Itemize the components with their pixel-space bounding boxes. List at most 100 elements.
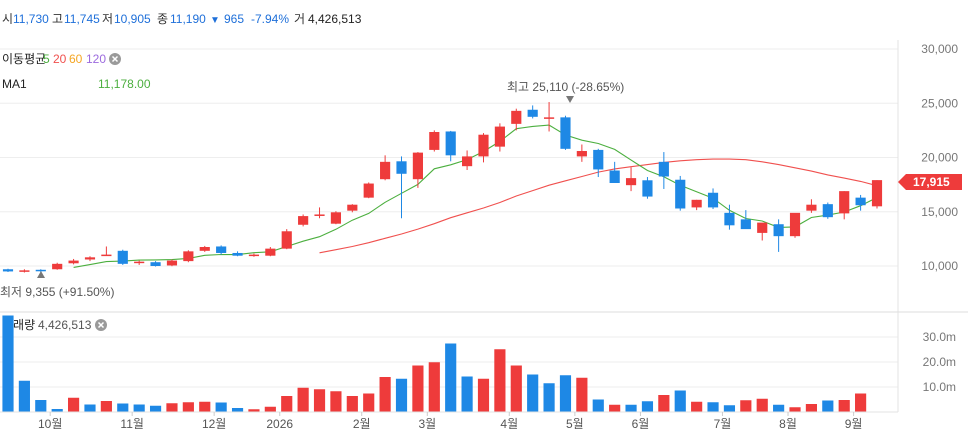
volume-bar [494, 349, 506, 412]
candle [593, 148, 604, 178]
candle [84, 256, 96, 262]
x-tick-label: 3월 [418, 417, 436, 431]
candle-body [298, 216, 309, 225]
candle-body [773, 224, 784, 237]
candle [625, 167, 637, 192]
low-value: 10,905 [114, 12, 151, 26]
candle [478, 133, 489, 163]
candle-body [150, 262, 161, 266]
candle-body [35, 269, 46, 272]
volume-bar [18, 380, 30, 412]
x-tick-label: 10월 [38, 417, 62, 431]
volume-bar [281, 396, 293, 412]
candle [675, 175, 686, 211]
candle [68, 258, 79, 265]
ohlc-header: 시 11,730 고 11,745 저 10,905 종 11,190 ▼ 96… [2, 12, 362, 26]
volume-bars [2, 315, 867, 412]
volume-bar [149, 405, 162, 412]
volume-legend-value: 4,426,513 [38, 318, 92, 332]
volume-bar [609, 404, 621, 412]
candle-body [19, 270, 30, 272]
volume-bar [51, 409, 63, 412]
candle [543, 102, 555, 132]
ma-period-5: 5 [43, 52, 50, 66]
candle [609, 161, 620, 183]
x-tick-label: 4월 [500, 417, 518, 431]
volume-label: 거 [294, 12, 305, 26]
candle-body [445, 131, 456, 156]
high-value: 11,745 [64, 12, 100, 26]
candle-body [789, 212, 801, 237]
candle-body [576, 150, 587, 157]
volume-bar [445, 343, 457, 412]
candle-body [314, 214, 325, 216]
volume-bar [35, 400, 47, 412]
candle-body [724, 212, 735, 226]
candle [52, 262, 63, 270]
candle-body [248, 254, 260, 257]
candle [658, 152, 669, 189]
x-tick-label: 5월 [566, 417, 584, 431]
volume-tick-label: 20.0m [923, 355, 956, 369]
candle-body [691, 199, 702, 208]
volume-bar [231, 408, 244, 412]
volume-bar [412, 365, 424, 412]
ma-legend-close-icon[interactable] [109, 53, 121, 65]
volume-bar [346, 396, 358, 412]
candle [183, 250, 194, 263]
current-price-tag-bg [898, 174, 962, 190]
volume-bar [756, 398, 768, 412]
volume-bar [527, 374, 539, 412]
candle [724, 204, 735, 230]
low-marker-icon [37, 271, 45, 278]
candle-body [363, 183, 374, 198]
candle-body [281, 231, 292, 249]
candle [511, 108, 522, 131]
x-axis: 10월 11월 12월 2026 2월 3월 4월 5월 6월 7월 8월 9월 [38, 412, 862, 431]
candle [740, 210, 751, 230]
price-tick-label: 10,000 [921, 259, 958, 273]
candle [2, 268, 14, 272]
open-value: 11,730 [13, 12, 49, 26]
candle [789, 212, 801, 238]
candle-body [757, 222, 768, 233]
volume-bar [297, 387, 309, 412]
volume-bar [166, 403, 178, 412]
price-axis: 30,000 25,000 20,000 15,000 10,000 [921, 42, 958, 273]
price-tick-label: 30,000 [921, 42, 958, 56]
candle-body [380, 161, 391, 180]
volume-bar [641, 401, 654, 412]
high-annotation-text: 최고 25,110 (-28.65%) [507, 80, 624, 94]
candle [642, 177, 653, 199]
volume-bar [215, 402, 227, 412]
volume-bar [592, 399, 604, 412]
candle [822, 202, 833, 219]
volume-bar [100, 401, 112, 412]
candle [576, 144, 587, 162]
volume-legend-close-icon[interactable] [95, 319, 107, 331]
volume-bar [133, 404, 145, 412]
volume-tick-label: 30.0m [923, 330, 956, 344]
candle-body [806, 204, 817, 211]
candle-body [527, 109, 538, 117]
candle [445, 130, 456, 162]
candle [248, 253, 260, 257]
candle-body [560, 117, 571, 149]
volume-bar [740, 400, 752, 412]
change-arrow-icon: ▼ [210, 15, 220, 26]
candle [330, 211, 342, 225]
candle [281, 229, 292, 250]
candle-body [429, 132, 440, 150]
candle [265, 247, 276, 257]
ma-period-60: 60 [69, 52, 83, 66]
candle-body [593, 149, 604, 170]
candle [19, 269, 30, 273]
candle [691, 199, 702, 211]
volume-bar [576, 377, 588, 412]
ma-legend: 이동평균 5 20 60 120 MA1 11,178.00 [2, 52, 151, 91]
candle [232, 251, 243, 257]
volume-bar [855, 393, 867, 412]
price-tick-label: 20,000 [921, 151, 958, 165]
